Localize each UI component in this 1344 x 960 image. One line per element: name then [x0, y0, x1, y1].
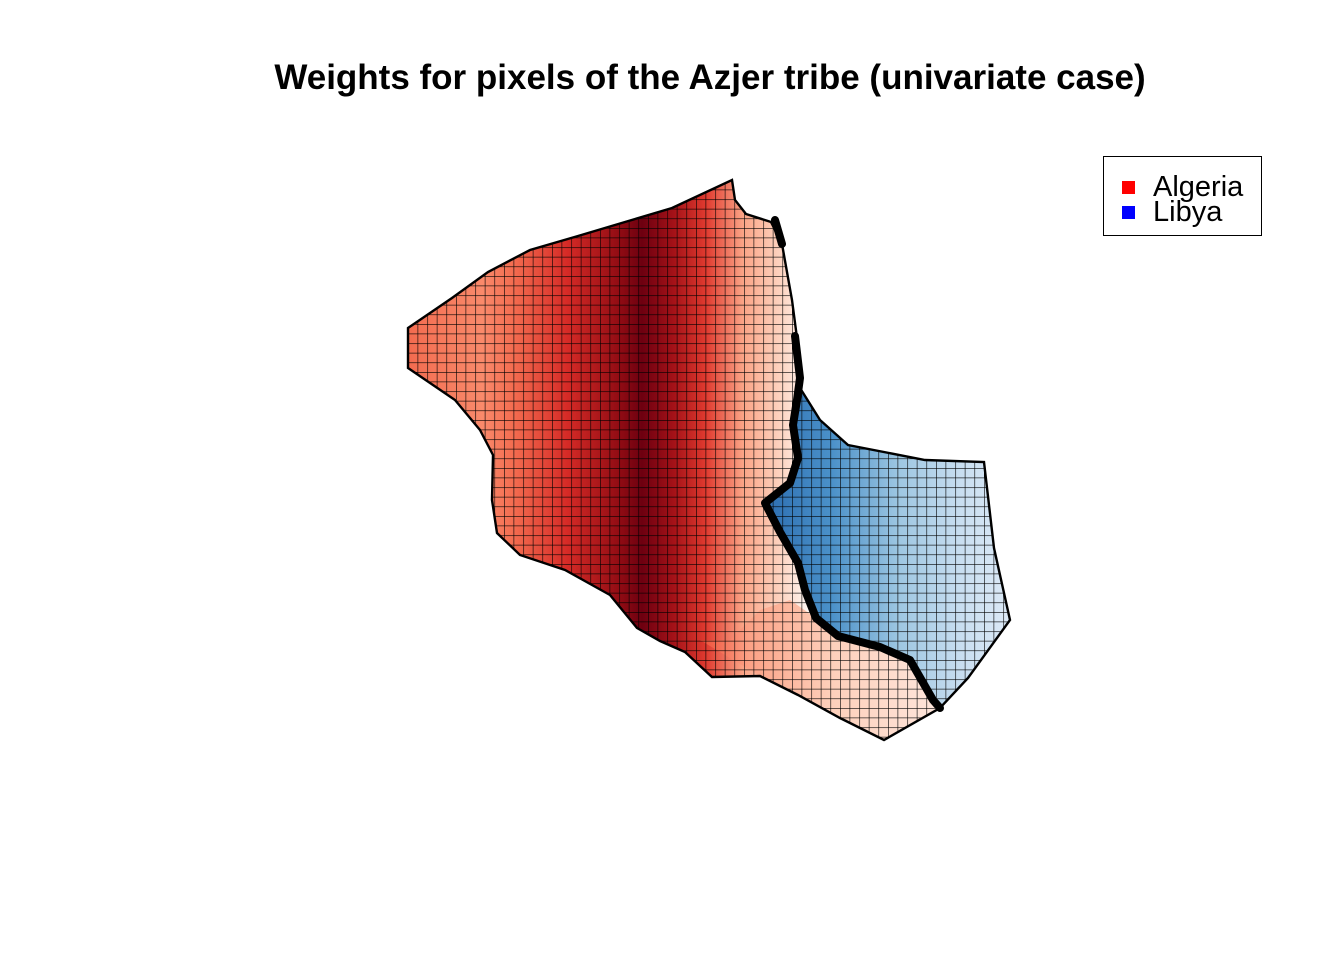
legend-swatch-algeria [1122, 180, 1135, 194]
border-line [761, 216, 944, 712]
legend-label-algeria: Algeria [1153, 171, 1244, 203]
legend-item-libya: Libya [1122, 196, 1223, 228]
legend: Algeria Libya [1103, 156, 1262, 236]
legend-item-algeria: Algeria [1122, 171, 1244, 203]
legend-label-libya: Libya [1153, 196, 1223, 228]
legend-swatch-libya [1122, 205, 1135, 219]
page-title: Weights for pixels of the Azjer tribe (u… [274, 58, 1146, 97]
